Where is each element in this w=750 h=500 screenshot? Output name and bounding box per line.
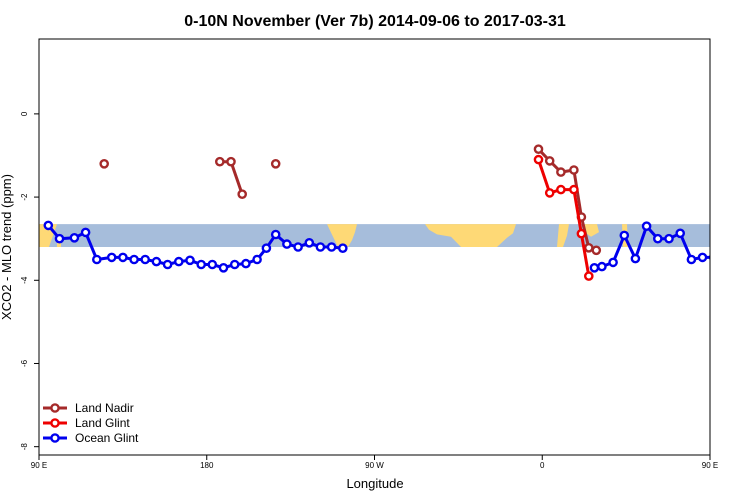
y-tick-label: -4	[20, 276, 29, 284]
ocean-glint-point	[162, 259, 173, 270]
y-tick-label: -8	[20, 443, 29, 451]
land-mass-5	[583, 224, 599, 237]
land-mass-4	[557, 224, 569, 247]
ocean-glint-point	[589, 262, 600, 273]
x-tick-label: 0	[540, 461, 545, 470]
legend-marker-land-glint	[50, 418, 60, 428]
ocean-glint-point	[140, 254, 150, 265]
ocean-glint-point	[733, 256, 740, 263]
x-tick-label: 180	[200, 461, 214, 470]
ocean-glint-point	[151, 256, 162, 267]
y-axis: 0 -2 -4 -6 -8	[20, 111, 39, 450]
ocean-glint-point	[282, 239, 292, 249]
land-mass-3	[425, 224, 516, 247]
land-nadir-point	[569, 165, 579, 175]
land-glint-point	[556, 184, 566, 195]
ocean-glint-point	[315, 242, 326, 252]
land-glint-point	[584, 271, 594, 281]
land-mass-2	[327, 224, 357, 247]
ocean-glint-point	[721, 256, 728, 263]
land-nadir-point	[544, 156, 555, 166]
x-tick-label: 90 E	[31, 461, 47, 470]
ocean-glint-point	[196, 259, 206, 270]
ocean-glint-point	[207, 259, 218, 270]
y-tick-label: 0	[20, 111, 29, 116]
ocean-glint-point	[80, 227, 91, 238]
legend-label-ocean-glint: Ocean Glint	[75, 431, 139, 445]
ocean-glint-point	[118, 252, 128, 263]
ocean-glint-point	[69, 232, 80, 243]
ocean-glint-point	[54, 233, 65, 244]
ocean-glint-point	[129, 254, 139, 265]
ocean-glint-point	[675, 228, 686, 239]
land-nadir-line-2	[219, 160, 244, 195]
ocean-glint-point	[619, 230, 630, 241]
y-tick-label: -6	[20, 359, 29, 367]
ocean-glint-point	[229, 259, 240, 270]
ocean-glint-point	[173, 256, 184, 267]
ocean-glint-point	[686, 254, 697, 265]
legend-marker-land-nadir	[50, 403, 60, 413]
ocean-glint-point	[106, 252, 117, 263]
ocean-glint-point	[293, 242, 303, 252]
ocean-glint-point	[304, 237, 315, 248]
ocean-glint-point	[92, 254, 102, 265]
ocean-glint-point	[43, 220, 54, 231]
ocean-glint-point	[697, 252, 708, 263]
ocean-glint-point	[185, 255, 195, 266]
ocean-glint-point	[270, 229, 281, 240]
ocean-glint-point	[608, 257, 618, 268]
series-layer	[43, 144, 740, 281]
ocean-glint-point	[241, 258, 251, 269]
ocean-glint-point	[326, 242, 337, 252]
land-nadir-point	[591, 245, 602, 256]
land-glint-point	[576, 228, 587, 239]
ocean-glint-point	[218, 262, 229, 273]
ocean-glint-point	[261, 243, 272, 253]
land-glint-point	[533, 154, 544, 165]
ocean-glint-line-2	[594, 224, 710, 270]
y-axis-label: XCO2 - MLO trend (ppm)	[0, 174, 14, 320]
ocean-glint-point	[653, 233, 663, 244]
land-nadir-point	[270, 158, 281, 169]
ocean-glint-point	[630, 253, 641, 264]
ocean-glint-point	[337, 243, 348, 253]
land-glint-point	[569, 184, 579, 195]
x-axis-label: Longitude	[346, 476, 403, 491]
land-nadir-point	[99, 158, 109, 169]
land-nadir-point	[556, 167, 566, 177]
ocean-glint-point	[252, 254, 262, 265]
map-band	[39, 224, 710, 247]
chart-title: 0-10N November (Ver 7b) 2014-09-06 to 20…	[184, 13, 566, 30]
ocean-glint-point	[664, 233, 674, 244]
x-tick-label: 90 W	[365, 461, 384, 470]
legend-label-land-glint: Land Glint	[75, 416, 130, 430]
ocean-glint-point	[597, 261, 607, 272]
land-glint-point	[544, 188, 555, 198]
land-nadir-point	[226, 156, 236, 167]
legend-label-land-nadir: Land Nadir	[75, 401, 134, 415]
ocean-band	[39, 224, 710, 247]
x-tick-label: 90 E	[702, 461, 718, 470]
land-nadir-point	[214, 156, 225, 167]
legend-marker-ocean-glint	[50, 433, 60, 443]
land-glint-line-1	[537, 159, 591, 277]
land-nadir-point	[237, 189, 247, 199]
land-nadir-point	[584, 242, 594, 253]
ocean-glint-point	[708, 254, 710, 261]
ocean-glint-point	[641, 221, 652, 231]
y-tick-label: -2	[20, 193, 29, 201]
land-nadir-point	[533, 144, 544, 154]
